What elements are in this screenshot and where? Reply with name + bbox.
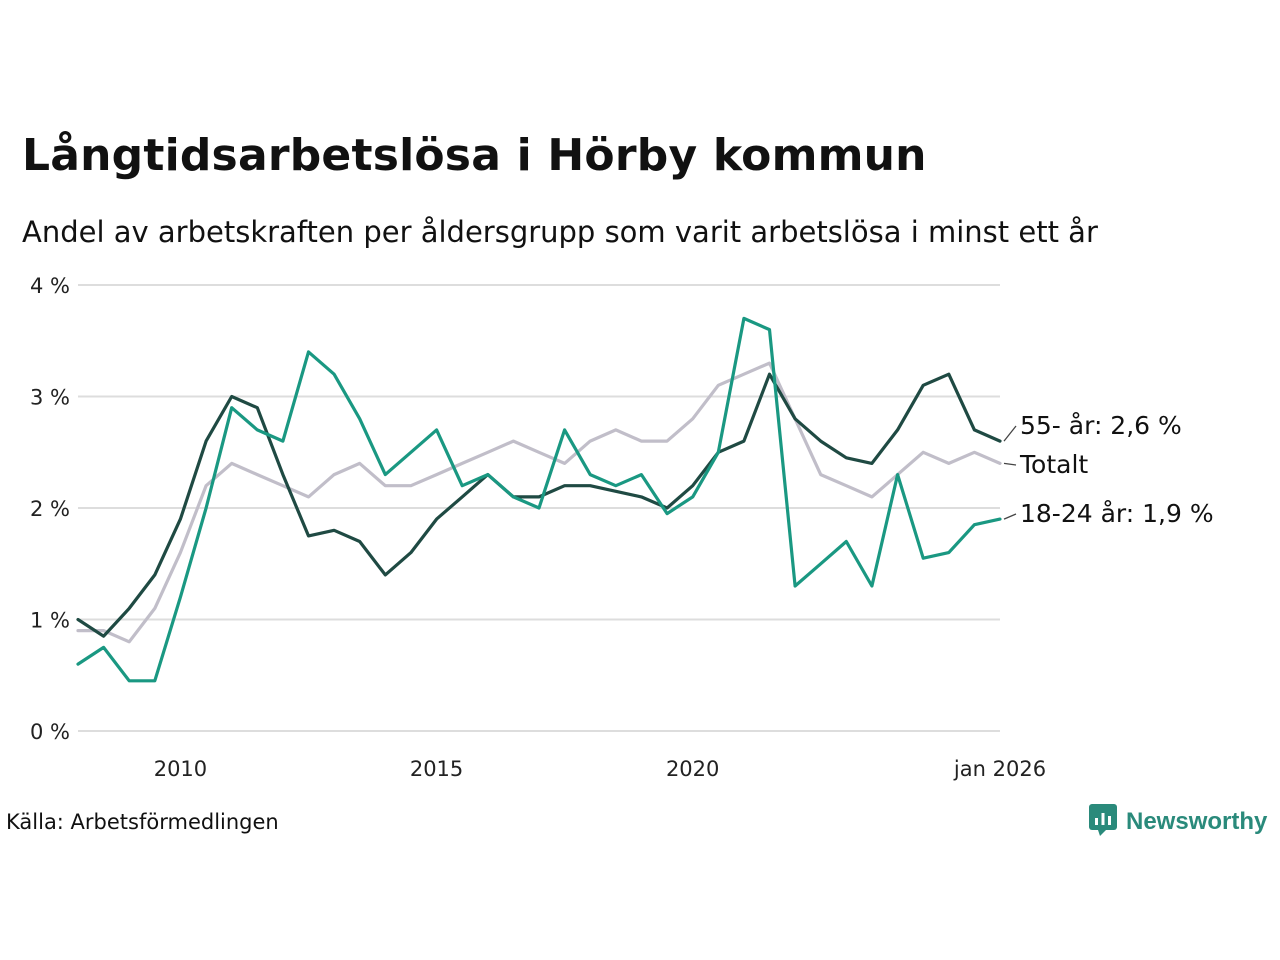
series-line-55-r <box>76 372 1002 638</box>
x-tick-label: 2010 <box>154 757 207 781</box>
chart-title: Långtidsarbetslösa i Hörby kommun <box>22 130 927 181</box>
series-end-label: 55- år: 2,6 % <box>1020 411 1182 440</box>
source-note: Källa: Arbetsförmedlingen <box>6 810 279 834</box>
y-tick-label: 3 % <box>30 386 70 410</box>
y-axis: 0 % 1 % 2 % 3 % 4 % <box>30 274 70 744</box>
newsworthy-logo-icon <box>1088 803 1118 841</box>
series-lines <box>76 316 1002 683</box>
y-tick-label: 4 % <box>30 274 70 298</box>
brand-name: Newsworthy <box>1126 808 1268 835</box>
x-tick-label: 2015 <box>410 757 463 781</box>
x-axis: 2010 2015 2020 jan 2026 <box>154 757 1046 781</box>
series-line-totalt <box>76 361 1002 644</box>
end-label-connector <box>1003 425 1017 442</box>
series-line-18-24-r <box>76 316 1002 683</box>
series-end-labels: Totalt 55- år: 2,6 % 18-24 år: 1,9 % <box>1003 411 1214 528</box>
y-tick-label: 0 % <box>30 720 70 744</box>
end-label-connector <box>1003 462 1017 466</box>
x-tick-label: jan 2026 <box>953 757 1046 781</box>
end-label-connector <box>1003 513 1017 520</box>
x-tick-label: 2020 <box>666 757 719 781</box>
series-end-label: 18-24 år: 1,9 % <box>1020 499 1214 528</box>
series-end-label: Totalt <box>1019 450 1088 479</box>
brand-logo[interactable]: Newsworthy <box>1088 803 1267 841</box>
chart-subtitle: Andel av arbetskraften per åldersgrupp s… <box>22 215 1098 249</box>
y-tick-label: 2 % <box>30 497 70 521</box>
y-tick-label: 1 % <box>30 609 70 633</box>
